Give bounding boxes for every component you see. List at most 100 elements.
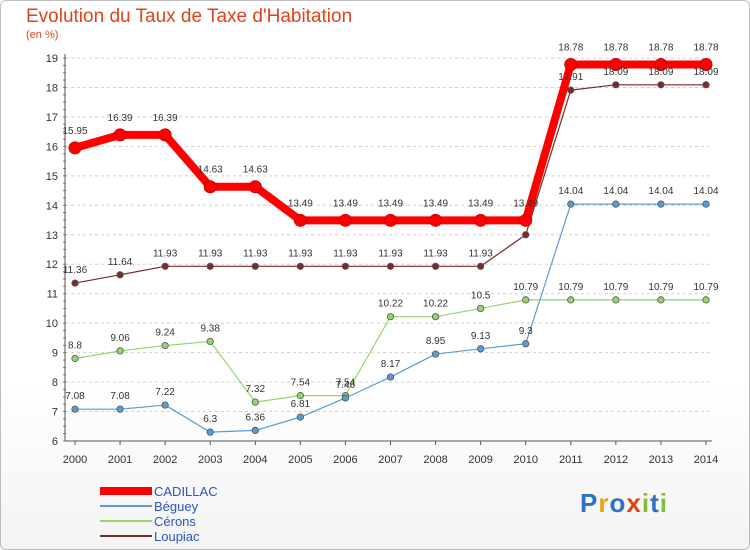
data-label: 14.63 bbox=[198, 165, 223, 176]
line-chart: 6 7 8 9 10 11 12 13 14 15 16 17 18 19 2000 2001 2002 2003… bbox=[46, 42, 719, 466]
x-tick-label: 2009 bbox=[468, 454, 492, 466]
data-label: 10.79 bbox=[603, 282, 628, 293]
data-point bbox=[296, 413, 304, 421]
data-label: 10.79 bbox=[648, 282, 673, 293]
data-point bbox=[522, 231, 530, 239]
data-point bbox=[702, 200, 710, 208]
data-label: 16.39 bbox=[153, 113, 178, 124]
y-tick-label: 8 bbox=[52, 377, 58, 389]
data-point bbox=[699, 57, 713, 71]
logo-letter: x bbox=[626, 488, 642, 518]
data-label: 7.54 bbox=[336, 378, 356, 389]
data-label: 14.04 bbox=[558, 186, 583, 197]
data-label: 11.93 bbox=[198, 248, 223, 259]
y-tick-label: 17 bbox=[46, 112, 58, 124]
data-point bbox=[71, 405, 79, 413]
data-point bbox=[71, 354, 79, 363]
logo-letter: o bbox=[609, 488, 627, 518]
data-label: 13.49 bbox=[378, 198, 403, 209]
data-point bbox=[567, 296, 575, 304]
data-label: 14.04 bbox=[648, 186, 673, 197]
data-label: 18.09 bbox=[603, 67, 628, 78]
data-point bbox=[657, 200, 665, 208]
data-label: 18.78 bbox=[693, 42, 718, 53]
data-label: 13.49 bbox=[423, 198, 448, 209]
data-label: 7.22 bbox=[155, 387, 175, 398]
data-label: 15.95 bbox=[62, 126, 87, 137]
y-tick-label: 15 bbox=[46, 171, 58, 183]
data-label: 10.22 bbox=[378, 299, 403, 310]
data-label: 13.49 bbox=[288, 198, 313, 209]
data-label: 11.93 bbox=[153, 248, 178, 259]
x-tick-label: 2005 bbox=[288, 454, 312, 466]
x-tick-label: 2008 bbox=[423, 454, 447, 466]
data-label: 11.64 bbox=[108, 257, 133, 268]
data-point bbox=[654, 57, 668, 71]
data-label: 11.93 bbox=[378, 248, 403, 259]
chart-title: Evolution du Taux de Taxe d'Habitation bbox=[26, 6, 353, 27]
data-label: 11.93 bbox=[243, 248, 268, 259]
data-label: 6.3 bbox=[203, 414, 217, 425]
data-point bbox=[206, 337, 214, 346]
data-point bbox=[341, 262, 350, 270]
data-label: 6.81 bbox=[291, 399, 311, 410]
data-label: 8.95 bbox=[426, 336, 446, 347]
x-tick-label: 2007 bbox=[378, 454, 402, 466]
data-labels: 15.95 16.39 16.39 14.63 14.63 13.49 13.49 13.49… bbox=[62, 42, 718, 425]
x-tick-label: 2006 bbox=[333, 454, 357, 466]
data-label: 10.79 bbox=[513, 282, 538, 293]
data-label: 8.17 bbox=[381, 359, 401, 370]
data-point bbox=[116, 271, 124, 279]
x-tick-label: 2013 bbox=[649, 454, 673, 466]
data-point bbox=[477, 304, 485, 313]
logo-letter: P bbox=[580, 488, 599, 518]
data-label: 7.08 bbox=[65, 391, 85, 402]
data-label: 10.5 bbox=[471, 290, 491, 301]
data-point bbox=[567, 86, 575, 94]
y-tick-label: 13 bbox=[46, 230, 58, 242]
data-label: 10.79 bbox=[558, 282, 583, 293]
data-label: 9.06 bbox=[110, 333, 130, 344]
legend-swatch bbox=[100, 505, 152, 507]
data-point bbox=[567, 200, 575, 208]
data-point bbox=[431, 313, 440, 321]
x-tick-label: 2004 bbox=[243, 454, 267, 466]
data-label: 9.13 bbox=[471, 331, 491, 342]
y-tick-label: 12 bbox=[46, 259, 58, 271]
data-point bbox=[158, 128, 172, 142]
y-tick-label: 9 bbox=[52, 348, 58, 360]
data-point bbox=[564, 57, 578, 71]
data-label: 18.78 bbox=[603, 42, 628, 53]
data-point bbox=[116, 347, 124, 355]
data-point bbox=[251, 398, 259, 406]
data-point bbox=[431, 350, 440, 358]
data-point bbox=[341, 394, 350, 402]
data-label: 7.54 bbox=[291, 378, 311, 389]
axes: 6 7 8 9 10 11 12 13 14 15 16 17 18 19 2000 2001 2002 2003… bbox=[46, 53, 718, 466]
legend-label: Loupiac bbox=[154, 529, 200, 544]
data-point bbox=[296, 392, 304, 400]
data-label: 14.63 bbox=[243, 165, 268, 176]
data-point bbox=[338, 213, 352, 227]
data-point bbox=[702, 81, 710, 89]
data-label: 11.93 bbox=[288, 248, 313, 259]
data-label: 9.3 bbox=[519, 326, 533, 337]
data-label: 10.22 bbox=[423, 299, 448, 310]
y-tick-label: 10 bbox=[46, 318, 58, 330]
x-tick-label: 2000 bbox=[63, 454, 87, 466]
data-point bbox=[702, 296, 710, 304]
data-point bbox=[612, 296, 620, 304]
y-tick-label: 19 bbox=[46, 53, 58, 65]
data-point bbox=[477, 345, 485, 353]
data-label: 13.49 bbox=[333, 198, 358, 209]
data-point bbox=[113, 128, 127, 142]
data-point bbox=[657, 81, 665, 89]
data-point bbox=[206, 428, 214, 436]
series-layer bbox=[68, 57, 713, 436]
data-label: 11.93 bbox=[468, 248, 493, 259]
data-label: 18.09 bbox=[693, 67, 718, 78]
legend-swatch bbox=[100, 520, 152, 522]
data-label: 9.24 bbox=[155, 328, 175, 339]
data-label: 18.09 bbox=[648, 67, 673, 78]
